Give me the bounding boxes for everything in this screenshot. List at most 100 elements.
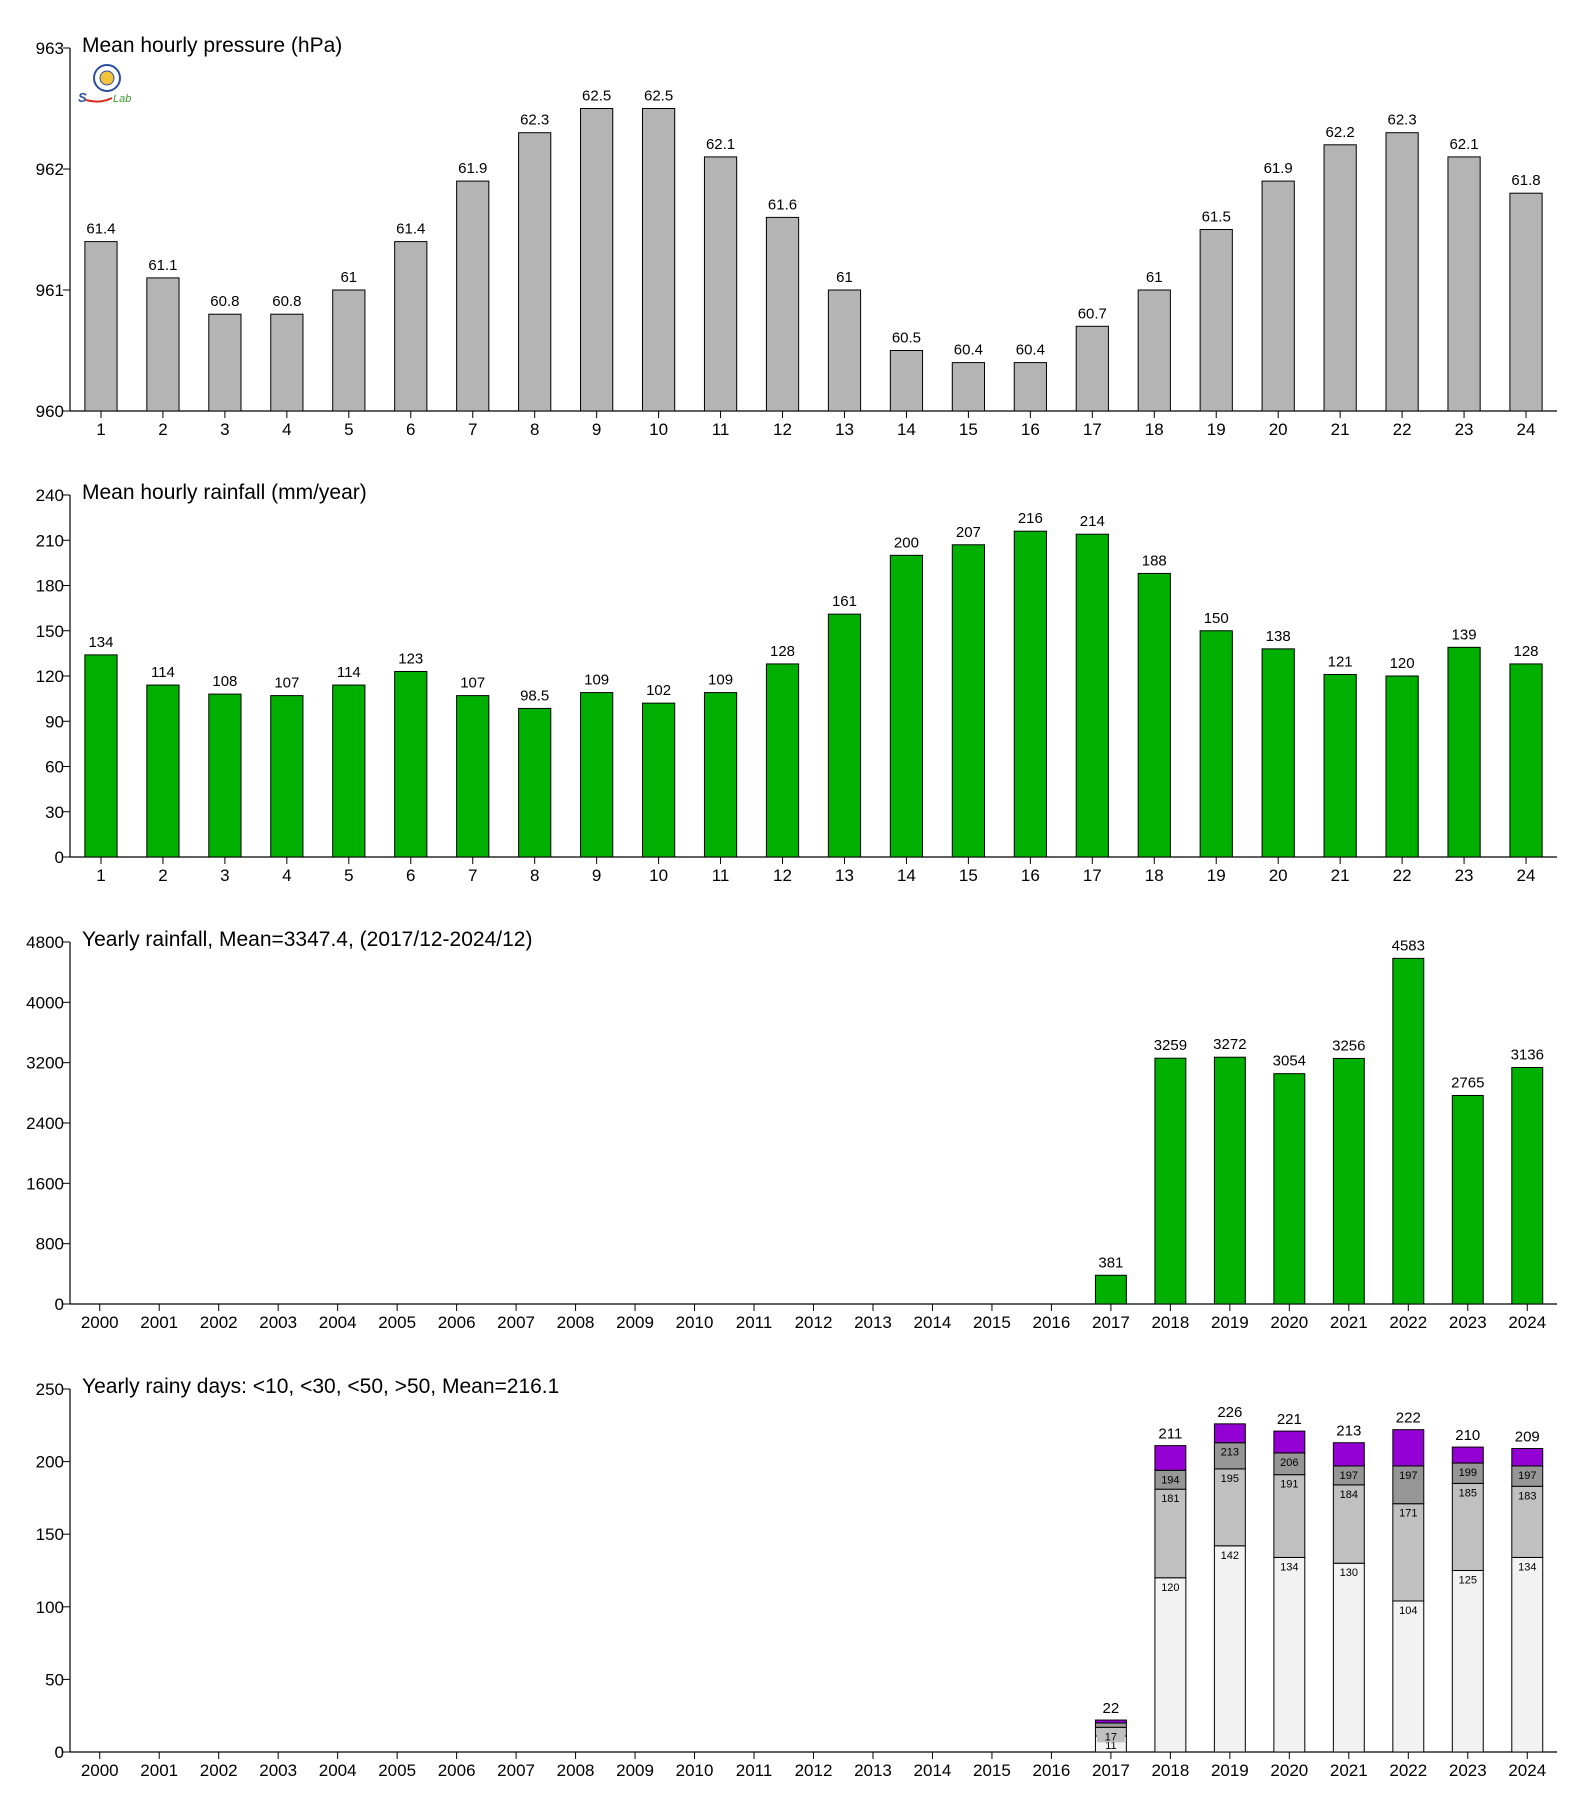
bar xyxy=(1385,132,1419,412)
segment-label-bg xyxy=(1275,1453,1304,1468)
segment-label: 185 xyxy=(1459,1487,1477,1499)
x-tick-label: 6 xyxy=(406,866,415,885)
x-tick-label: 9 xyxy=(592,420,601,439)
x-tick-label: 2015 xyxy=(973,1761,1011,1780)
segment-label-bg xyxy=(1513,1466,1542,1481)
x-tick-label: 16 xyxy=(1021,420,1040,439)
y-tick-label: 1600 xyxy=(26,1174,64,1193)
chart-title: Yearly rainfall, Mean=3347.4, (2017/12-2… xyxy=(82,928,532,951)
x-tick-label: 2013 xyxy=(854,1313,892,1332)
x-tick-label: 5 xyxy=(344,420,353,439)
segment-label-bg xyxy=(1334,1485,1363,1500)
y-tick-label: 800 xyxy=(36,1235,64,1254)
x-tick-label: 2006 xyxy=(438,1761,476,1780)
bar-value-label: 98.5 xyxy=(520,687,549,704)
bar xyxy=(1511,1066,1544,1305)
bar xyxy=(1094,1274,1127,1305)
bar-value-label: 61 xyxy=(836,269,853,286)
bar-value-label: 62.1 xyxy=(1449,136,1478,153)
x-tick-label: 2012 xyxy=(795,1313,833,1332)
x-tick-label: 12 xyxy=(773,420,792,439)
bar xyxy=(1447,646,1481,858)
bar xyxy=(1323,144,1357,412)
y-tick-label: 963 xyxy=(36,39,64,58)
bar-value-label: 60.4 xyxy=(954,342,983,359)
x-tick-label: 2008 xyxy=(557,1313,595,1332)
x-tick-label: 16 xyxy=(1021,866,1040,885)
segment-label: 197 xyxy=(1518,1470,1536,1482)
segment-label-bg xyxy=(1453,1464,1482,1479)
bar-value-label: 216 xyxy=(1018,510,1043,527)
segment-label: 142 xyxy=(1221,1550,1239,1562)
bar xyxy=(1199,630,1233,858)
y-tick-label: 50 xyxy=(45,1670,64,1689)
x-tick-label: 2000 xyxy=(81,1313,119,1332)
bar xyxy=(1199,229,1233,412)
bar-value-label: 109 xyxy=(708,672,733,689)
bar-segment-gt50 xyxy=(1213,1423,1246,1444)
chart-panel-1: Mean hourly pressure (hPa)96096196296316… xyxy=(36,34,1557,439)
bar-value-label: 60.4 xyxy=(1016,342,1045,359)
bar xyxy=(889,350,924,412)
bar-segment-lt10 xyxy=(1273,1556,1306,1753)
x-tick-label: 2020 xyxy=(1270,1761,1308,1780)
bar xyxy=(765,663,800,858)
x-tick-label: 2014 xyxy=(914,1761,952,1780)
x-tick-label: 19 xyxy=(1207,420,1226,439)
bar-total-label: 210 xyxy=(1455,1427,1480,1444)
segment-label: 191 xyxy=(1280,1479,1298,1491)
bar xyxy=(146,277,180,412)
bar xyxy=(951,362,986,412)
x-tick-label: 2001 xyxy=(140,1761,178,1780)
bar-value-label: 62.5 xyxy=(644,88,673,105)
x-tick-label: 19 xyxy=(1207,866,1226,885)
x-tick-label: 2021 xyxy=(1330,1313,1368,1332)
chart-title: Mean hourly rainfall (mm/year) xyxy=(82,481,367,504)
bar xyxy=(1509,192,1543,412)
segment-label-bg xyxy=(1334,1564,1363,1579)
segment-label: 195 xyxy=(1221,1473,1239,1485)
bar xyxy=(1323,673,1357,858)
x-tick-label: 22 xyxy=(1393,866,1412,885)
bar-segment-lt10 xyxy=(1332,1562,1365,1753)
bar xyxy=(765,216,800,412)
y-tick-label: 180 xyxy=(36,577,64,596)
segment-label: 134 xyxy=(1518,1561,1536,1573)
bar-value-label: 3136 xyxy=(1511,1046,1544,1063)
bar-segment-gt50 xyxy=(1332,1442,1365,1467)
y-tick-label: 961 xyxy=(36,281,64,300)
x-tick-label: 10 xyxy=(649,420,668,439)
bar-value-label: 61.5 xyxy=(1202,209,1231,226)
bar xyxy=(580,108,614,412)
bar-segment-lt10 xyxy=(1511,1556,1544,1753)
logo-lab-text: Lab xyxy=(113,93,131,105)
x-tick-label: 1 xyxy=(96,866,105,885)
x-tick-label: 2018 xyxy=(1151,1313,1189,1332)
x-tick-label: 8 xyxy=(530,420,539,439)
segment-label-bg xyxy=(1513,1487,1542,1502)
chart-panel-4: Yearly rainy days: <10, <30, <50, >50, M… xyxy=(36,1375,1557,1780)
x-tick-label: 2016 xyxy=(1033,1761,1071,1780)
bar-value-label: 214 xyxy=(1080,513,1105,530)
bar-segment-lt50 xyxy=(1094,1722,1127,1728)
segment-label: 134 xyxy=(1280,1561,1298,1573)
segment-label: 171 xyxy=(1399,1508,1417,1520)
bar-segment-gt50 xyxy=(1511,1448,1544,1467)
bar-value-label: 60.8 xyxy=(210,293,239,310)
segment-label: 184 xyxy=(1340,1489,1358,1501)
bar xyxy=(1392,957,1425,1305)
segment-label-bg xyxy=(1156,1471,1185,1486)
y-tick-label: 4800 xyxy=(26,933,64,952)
bar-value-label: 200 xyxy=(894,534,919,551)
bar xyxy=(703,156,738,412)
chart-panel-3: Yearly rainfall, Mean=3347.4, (2017/12-2… xyxy=(26,928,1557,1332)
bar xyxy=(641,702,676,858)
bar-value-label: 121 xyxy=(1328,653,1353,670)
segment-label-bg xyxy=(1394,1504,1423,1519)
bar xyxy=(1075,325,1109,412)
y-tick-label: 0 xyxy=(55,848,64,867)
bar xyxy=(1332,1057,1365,1305)
bar xyxy=(394,670,428,858)
